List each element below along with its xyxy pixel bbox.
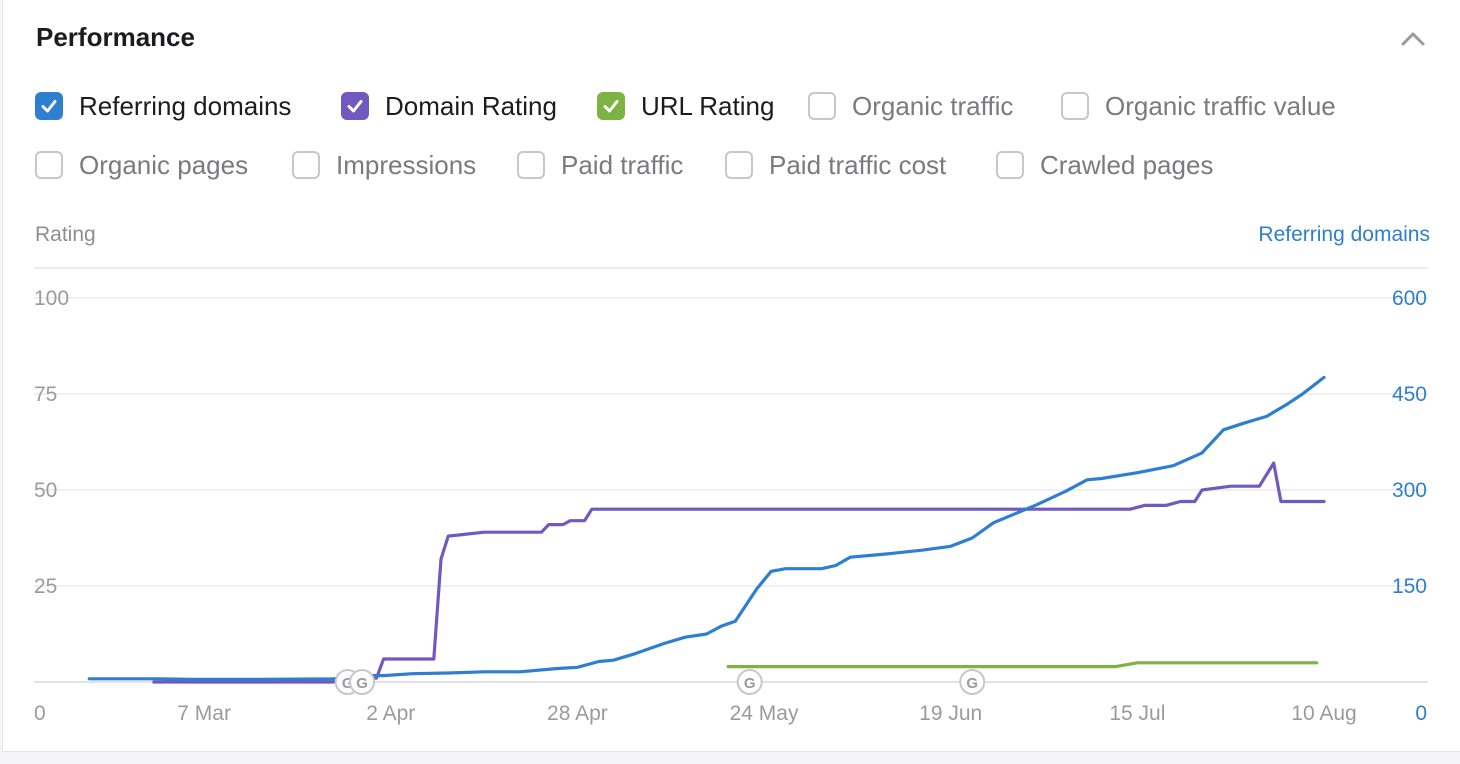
google-update-label: G — [744, 675, 756, 692]
metric-label: Organic pages — [79, 149, 249, 180]
metric-paid-traffic[interactable]: Paid traffic — [517, 148, 683, 182]
x-tick-label: 7 Mar — [177, 702, 231, 725]
metric-impressions[interactable]: Impressions — [292, 148, 476, 182]
right-tick-label: 0 — [1415, 702, 1427, 725]
checkbox-unchecked-icon[interactable] — [517, 151, 545, 179]
metric-crawled-pages[interactable]: Crawled pages — [996, 148, 1213, 182]
checkbox-unchecked-icon[interactable] — [35, 151, 63, 179]
right-tick-label: 150 — [1392, 575, 1427, 598]
left-tick-label: 0 — [34, 702, 46, 725]
google-update-icon — [349, 669, 376, 695]
left-tick-label: 75 — [34, 383, 57, 406]
checkbox-checked-icon[interactable] — [341, 92, 369, 120]
metric-label: URL Rating — [641, 90, 775, 121]
checkbox-checked-icon[interactable] — [597, 92, 625, 120]
right-tick-label: 600 — [1392, 287, 1427, 310]
left-tick-label: 100 — [34, 287, 69, 310]
metric-label: Organic traffic — [852, 90, 1014, 121]
google-update-icon — [959, 669, 986, 695]
metric-label: Crawled pages — [1040, 149, 1214, 180]
x-tick-label: 10 Aug — [1291, 702, 1356, 725]
google-update-label: G — [356, 675, 368, 692]
metric-domain-rating[interactable]: Domain Rating — [341, 89, 557, 123]
series-line-url-rating — [726, 661, 1319, 669]
google-update-label: G — [342, 675, 354, 692]
metric-url-rating[interactable]: URL Rating — [597, 89, 774, 123]
x-tick-label: 28 Apr — [547, 702, 608, 725]
metric-organic-pages[interactable]: Organic pages — [35, 148, 248, 182]
left-axis-title: Rating — [35, 223, 96, 246]
google-update-icon — [736, 669, 763, 695]
metric-label: Organic traffic value — [1105, 90, 1336, 121]
metric-label: Referring domains — [79, 90, 292, 121]
checkbox-unchecked-icon[interactable] — [725, 151, 753, 179]
x-tick-label: 15 Jul — [1109, 702, 1165, 725]
right-tick-label: 450 — [1392, 383, 1427, 406]
x-tick-label: 19 Jun — [919, 702, 982, 725]
right-axis-title: Referring domains — [1258, 223, 1430, 246]
series-line-domain-rating — [152, 461, 1326, 684]
google-update-label: G — [966, 675, 978, 692]
checkbox-checked-icon[interactable] — [35, 92, 63, 120]
series-line-referring-domains — [87, 375, 1326, 682]
metric-organic-traffic[interactable]: Organic traffic — [808, 89, 1013, 123]
collapse-chevron-up-icon[interactable] — [1397, 24, 1429, 52]
metric-referring-domains[interactable]: Referring domains — [35, 89, 291, 123]
left-tick-label: 50 — [34, 479, 57, 502]
x-tick-label: 24 May — [730, 702, 799, 725]
x-tick-label: 2 Apr — [366, 702, 415, 725]
checkbox-unchecked-icon[interactable] — [1061, 92, 1089, 120]
metric-label: Domain Rating — [385, 90, 557, 121]
checkbox-unchecked-icon[interactable] — [292, 151, 320, 179]
metric-organic-traffic-value[interactable]: Organic traffic value — [1061, 89, 1336, 123]
right-tick-label: 300 — [1392, 479, 1427, 502]
metric-label: Paid traffic — [561, 149, 684, 180]
metric-label: Paid traffic cost — [769, 149, 947, 180]
checkbox-unchecked-icon[interactable] — [808, 92, 836, 120]
left-tick-label: 25 — [34, 575, 57, 598]
metric-label: Impressions — [336, 149, 477, 180]
checkbox-unchecked-icon[interactable] — [996, 151, 1024, 179]
metric-paid-traffic-cost[interactable]: Paid traffic cost — [725, 148, 946, 182]
panel-title: Performance — [36, 22, 195, 52]
